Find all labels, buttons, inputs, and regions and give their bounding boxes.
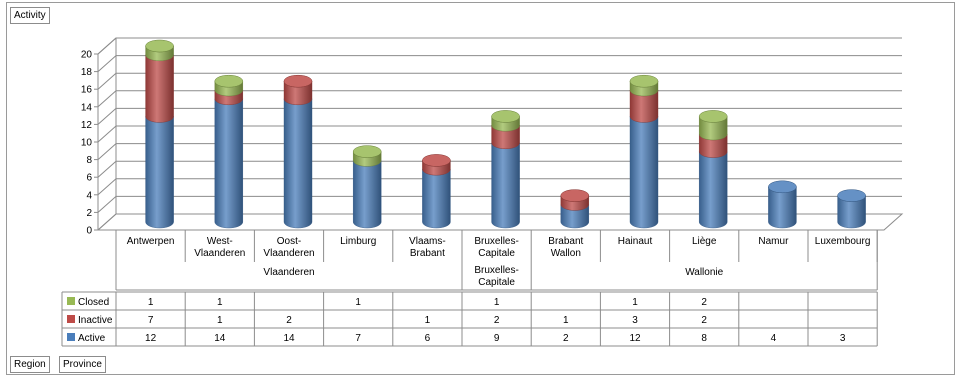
y-tick-label: 18 — [81, 67, 93, 78]
y-tick-label: 6 — [86, 173, 92, 184]
gridline — [97, 37, 902, 55]
data-table-value: 8 — [701, 333, 707, 344]
group-label: Bruxelles- — [474, 265, 518, 276]
floor — [96, 213, 904, 231]
bar-top-active — [768, 180, 797, 194]
bar-top-active — [837, 189, 866, 202]
data-table-value: 2 — [701, 315, 707, 326]
data-table-value: 2 — [286, 315, 292, 326]
bar-segment-active — [353, 160, 382, 229]
data-table-value: 9 — [494, 333, 500, 344]
category-label: Oost- — [277, 236, 301, 247]
data-table-value: 1 — [217, 297, 223, 308]
activity-field-button[interactable]: Activity — [10, 7, 50, 24]
data-table-value: 2 — [563, 333, 569, 344]
data-table-value: 12 — [629, 333, 641, 344]
bar-segment-inactive — [145, 54, 174, 123]
pivot-chart-frame — [6, 2, 955, 375]
category-label: Capitale — [478, 248, 515, 259]
category-label: Bruxelles- — [474, 236, 518, 247]
bar-top-closed — [698, 110, 728, 123]
region-field-button[interactable]: Region — [10, 356, 50, 373]
bar-segment-active — [629, 116, 659, 229]
bar-segment-active — [214, 98, 243, 229]
bar-segment-active — [145, 116, 174, 229]
data-table-value: 2 — [701, 297, 707, 308]
gridline — [97, 72, 902, 90]
category-label: Wallon — [551, 248, 581, 259]
bar-top-closed — [491, 110, 520, 123]
category-label: West- — [207, 236, 233, 247]
data-table-value: 1 — [425, 315, 431, 326]
bar-top-closed — [214, 74, 244, 88]
data-table-value: 14 — [214, 333, 226, 344]
data-table-value: 3 — [840, 333, 846, 344]
data-table-value: 1 — [563, 315, 569, 326]
group-label: Wallonie — [685, 267, 723, 278]
data-table-value: 1 — [632, 297, 638, 308]
y-tick-label: 2 — [86, 208, 92, 219]
category-label: Hainaut — [618, 236, 653, 247]
category-label: Limburg — [340, 236, 376, 247]
group-label: Vlaanderen — [263, 267, 314, 278]
category-label: Brabant — [410, 248, 445, 259]
legend-label: Inactive — [78, 315, 113, 326]
data-table-value: 12 — [145, 333, 157, 344]
bar-top-closed — [629, 74, 659, 88]
bar-segment-active — [283, 98, 313, 229]
category-label: Vlaanderen — [194, 248, 245, 259]
legend-key-closed — [67, 297, 75, 305]
y-tick-label: 14 — [81, 102, 93, 113]
data-table-value: 7 — [355, 333, 361, 344]
y-tick-label: 10 — [81, 138, 93, 149]
province-field-button[interactable]: Province — [59, 356, 106, 373]
bar-top-inactive — [283, 74, 313, 88]
data-table-value: 1 — [217, 315, 223, 326]
category-label: Luxembourg — [815, 236, 871, 247]
bar-segment-active — [699, 151, 728, 229]
y-tick-label: 4 — [86, 190, 92, 201]
data-table-value: 4 — [771, 333, 777, 344]
y-tick-label: 20 — [81, 50, 93, 61]
category-label: Vlaanderen — [263, 248, 314, 259]
y-tick-label: 8 — [86, 155, 92, 166]
bar-segment-active — [422, 169, 451, 229]
data-table-value: 14 — [283, 333, 295, 344]
data-table-value: 3 — [632, 315, 638, 326]
category-label: Antwerpen — [127, 236, 175, 247]
gridline — [97, 55, 902, 72]
category-label: Namur — [758, 236, 789, 247]
legend-label: Active — [78, 333, 106, 344]
data-table-value: 1 — [355, 297, 361, 308]
y-tick-label: 0 — [86, 226, 92, 237]
data-table-value: 1 — [494, 297, 500, 308]
bar-top-inactive — [560, 189, 590, 202]
group-label: Capitale — [478, 277, 515, 288]
legend-key-active — [67, 333, 75, 341]
bar-top-closed — [352, 145, 382, 158]
legend-key-inactive — [67, 315, 75, 323]
y-tick-label: 12 — [81, 120, 93, 131]
category-label: Brabant — [548, 236, 583, 247]
legend-label: Closed — [78, 297, 109, 308]
category-label: Liège — [692, 236, 717, 247]
y-tick-label: 16 — [81, 85, 93, 96]
data-table-value: 1 — [148, 297, 154, 308]
data-table-value: 6 — [425, 333, 431, 344]
data-table-value: 7 — [148, 315, 154, 326]
data-table-value: 2 — [494, 315, 500, 326]
bar-top-inactive — [422, 154, 451, 167]
bar-segment-active — [491, 142, 520, 229]
category-label: Vlaams- — [409, 236, 446, 247]
bar-top-closed — [145, 39, 174, 53]
